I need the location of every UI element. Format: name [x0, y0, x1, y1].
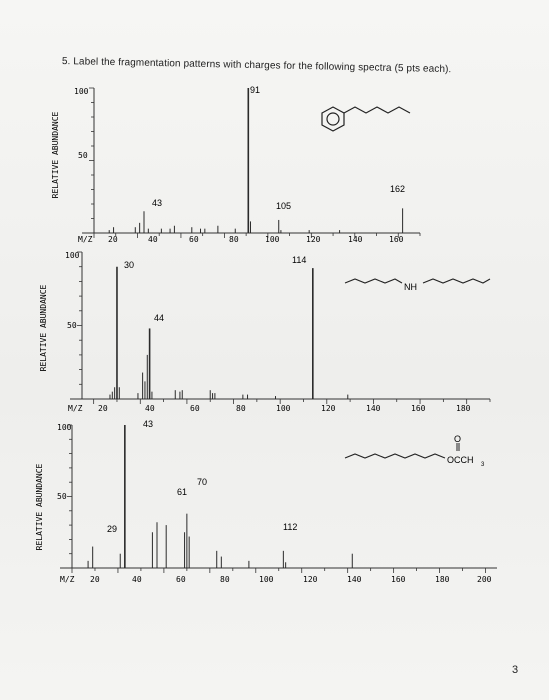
- spectrum-3-xtick-160: 160: [391, 575, 406, 584]
- spectrum-3-xtick-marks: [71, 568, 486, 573]
- spectrum-1-xtick-160: 160: [389, 235, 404, 244]
- spectrum-3-xtick-180: 180: [435, 575, 450, 584]
- spectrum-1-ytick-marks: [89, 87, 94, 234]
- spectrum-1-xtick-140: 140: [348, 235, 363, 244]
- spectrum-1-xtick-marks: [93, 233, 421, 238]
- spectrum-1-xtick-20: 20: [108, 235, 118, 244]
- spectrum-2-peak-label-30: 30: [124, 260, 134, 270]
- spectrum-2-xprefix: M/Z: [68, 404, 83, 413]
- spectrum-3-xtick-60: 60: [176, 575, 186, 584]
- spectrum-2-xtick-20: 20: [98, 404, 108, 413]
- spectrum-3-xprefix: M/Z: [60, 575, 75, 584]
- spectrum-3-xtick-100: 100: [259, 575, 274, 584]
- spectrum-3-xtick-120: 120: [303, 575, 318, 584]
- spectrum-2-ytick-50: 50: [67, 321, 77, 330]
- spectrum-2-ytick-100: 100: [65, 251, 80, 260]
- spectrum-3-xtick-20: 20: [90, 575, 100, 584]
- spectrum-3-ytick-50: 50: [57, 492, 67, 501]
- spectrum-3-xtick-200: 200: [477, 575, 492, 584]
- spectrum-2-xtick-40: 40: [145, 404, 155, 413]
- spectrum-2-structure-amine: NH: [344, 278, 491, 292]
- spectrum-1-xprefix: M/Z: [78, 235, 93, 244]
- spectrum-3-peak-label-70: 70: [197, 477, 207, 487]
- spectrum-1-xtick-80: 80: [229, 235, 239, 244]
- spectrum-1-ylabel: RELATIVE ABUNDANCE: [51, 111, 60, 198]
- spectrum-3-ylabel: RELATIVE ABUNDANCE: [35, 463, 44, 550]
- spectrum-2-peaks: [109, 266, 349, 399]
- spectrum-1: RELATIVE ABUNDANCE 100 50 M/Z 20 40 60 8…: [51, 85, 421, 244]
- spectrum-2-xtick-80: 80: [236, 404, 246, 413]
- page-number: 3: [512, 664, 519, 676]
- spectrum-1-xtick-60: 60: [189, 235, 199, 244]
- spectrum-1-xtick-100: 100: [265, 235, 280, 244]
- spectrum-3-structure-subscript: 3: [481, 462, 485, 468]
- spectrum-3: RELATIVE ABUNDANCE 100 50 M/Z 20 40 60 8…: [35, 419, 497, 584]
- spectrum-2-ylabel: RELATIVE ABUNDANCE: [39, 284, 48, 371]
- spectrum-2-xtick-100: 100: [276, 404, 291, 413]
- spectrum-2-structure-nh: NH: [404, 282, 417, 292]
- spectrum-3-xtick-40: 40: [132, 575, 142, 584]
- spectrum-2-xtick-160: 160: [411, 404, 426, 413]
- spectrum-3-structure-ester: O OCCH 3: [344, 434, 485, 468]
- spectrum-3-xtick-140: 140: [347, 575, 362, 584]
- spectrum-2-xtick-180: 180: [456, 404, 471, 413]
- spectrum-3-peak-label-61: 61: [177, 487, 187, 497]
- spectrum-1-structure-benzyl-ether: [321, 106, 411, 132]
- spectrum-2-xtick-marks: [93, 399, 491, 404]
- spectrum-3-peaks: [87, 425, 353, 568]
- spectrum-2-xtick-60: 60: [190, 404, 200, 413]
- spectrum-3-ytick-marks: [67, 424, 72, 569]
- spectrum-1-xtick-120: 120: [306, 235, 321, 244]
- spectrum-1-ytick-100: 100: [74, 87, 89, 96]
- spectrum-1-xtick-40: 40: [148, 235, 158, 244]
- spectrum-3-peak-label-112: 112: [283, 522, 297, 532]
- spectrum-3-structure-label: OCCH: [447, 455, 474, 465]
- spectrum-3-structure-carbonyl-o: O: [454, 434, 461, 444]
- spectrum-2-xtick-140: 140: [366, 404, 381, 413]
- spectrum-1-peak-label-162: 162: [390, 184, 405, 194]
- spectrum-2-peak-label-114: 114: [292, 255, 306, 265]
- spectrum-2-xtick-120: 120: [321, 404, 336, 413]
- spectrum-2-peak-label-44: 44: [154, 313, 164, 323]
- spectrum-1-peak-label-43: 43: [152, 198, 162, 208]
- spectrum-3-ytick-100: 100: [57, 423, 72, 432]
- spectrum-2: RELATIVE ABUNDANCE 100 50 M/Z 20 40 60 8…: [39, 251, 491, 413]
- spectrum-3-xtick-80: 80: [220, 575, 230, 584]
- spectrum-1-ytick-50: 50: [78, 151, 88, 160]
- spectrum-1-peak-label-105: 105: [276, 201, 291, 211]
- spectrum-2-ytick-marks: [77, 251, 82, 400]
- spectrum-3-peak-label-29: 29: [107, 524, 117, 534]
- spectrum-1-peaks: [108, 88, 404, 233]
- spectrum-3-peak-label-43: 43: [143, 419, 153, 429]
- spectrum-1-peak-label-91: 91: [250, 85, 260, 95]
